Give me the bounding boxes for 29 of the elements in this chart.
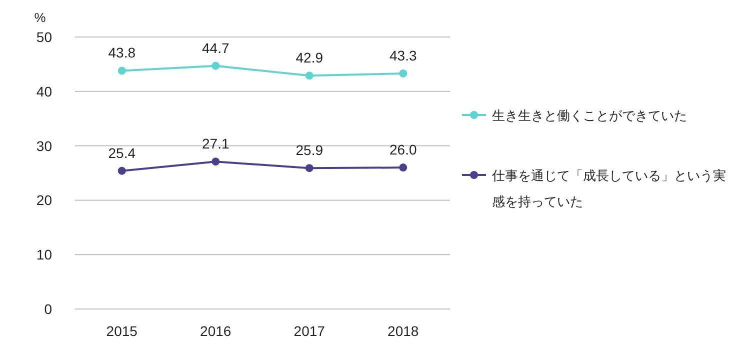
data-label: 42.9 (296, 50, 324, 66)
x-tick-label: 2017 (294, 323, 326, 339)
data-label: 25.4 (108, 144, 136, 161)
x-tick-label: 2016 (200, 323, 232, 339)
point (212, 62, 220, 70)
legend-label: 仕事を通じて「成長している」という実感を持っていた (491, 168, 726, 209)
point (212, 158, 220, 166)
data-label: 43.3 (390, 47, 417, 64)
point (118, 166, 126, 175)
y-tick-label: 40 (36, 83, 52, 100)
y-tick-label: 20 (36, 192, 52, 208)
point (399, 164, 408, 172)
data-label: 27.1 (202, 136, 230, 152)
y-tick-label: 30 (36, 138, 52, 154)
data-label: 44.7 (202, 40, 230, 56)
data-label: 25.9 (296, 142, 324, 158)
legend-label: 生き生きと働くことができていた (492, 108, 687, 123)
x-tick-label: 2015 (106, 323, 138, 339)
y-tick-label: 0 (44, 301, 52, 317)
y-tick-label: 50 (36, 29, 52, 45)
point (118, 66, 126, 75)
point (305, 72, 314, 80)
data-label: 26.0 (390, 142, 417, 158)
point (399, 69, 408, 78)
y-axis-title: % (34, 10, 46, 25)
x-tick-label: 2018 (388, 323, 419, 339)
data-label: 43.8 (108, 44, 136, 61)
point (305, 164, 314, 172)
y-tick-label: 10 (36, 246, 52, 263)
